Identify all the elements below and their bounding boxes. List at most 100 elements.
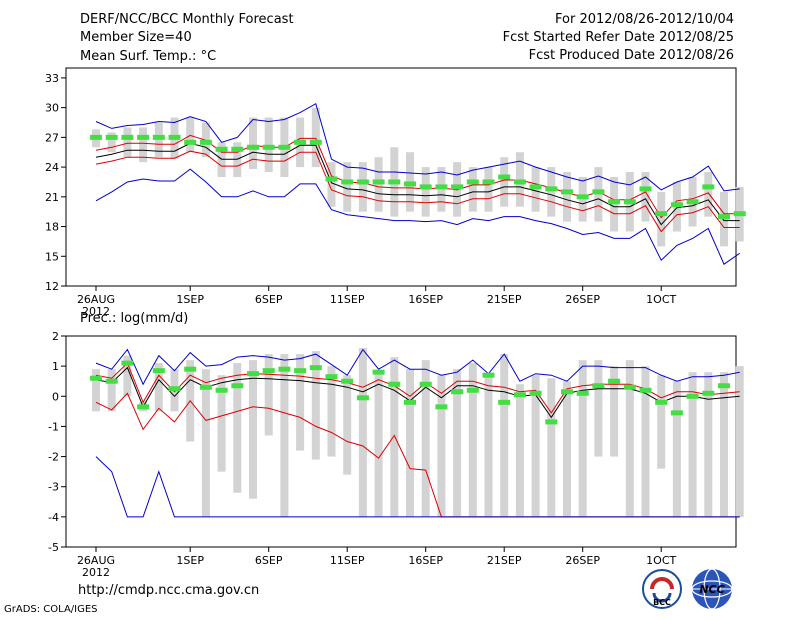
green-marker: [639, 186, 652, 192]
spread-bar: [406, 369, 414, 517]
green-marker: [466, 387, 479, 393]
x-tick-label: 6SEP: [255, 554, 283, 567]
spread-bar: [123, 127, 132, 158]
spread-bar: [594, 360, 603, 457]
spread-bar: [500, 354, 509, 517]
spread-bar: [249, 117, 257, 170]
green-marker: [419, 381, 432, 387]
mean-1-sd-line: [95, 134, 740, 219]
green-marker: [168, 386, 181, 392]
green-marker: [137, 134, 150, 140]
green-marker: [623, 384, 636, 390]
green-marker: [639, 387, 652, 393]
spread-bar: [358, 162, 367, 212]
spread-bar: [280, 354, 289, 517]
y-tick-label: 2: [52, 330, 59, 343]
spread-bar: [547, 167, 556, 217]
green-marker: [718, 383, 730, 389]
fcst-started-label: Fcst Started Refer Date 2012/08/25: [502, 30, 734, 45]
x-tick-label: 1OCT: [646, 554, 676, 567]
y-tick-label: -2: [48, 451, 59, 464]
spread-bar: [704, 172, 713, 217]
green-marker: [718, 214, 730, 220]
spread-bar: [107, 132, 116, 153]
green-marker: [686, 199, 699, 205]
x-tick-label: 11SEP: [330, 293, 365, 306]
green-marker: [325, 176, 338, 182]
green-marker: [215, 146, 228, 152]
spread-bar: [233, 363, 242, 493]
spread-bar: [311, 351, 320, 460]
green-marker: [561, 389, 573, 395]
y-tick-label: 21: [45, 191, 59, 204]
green-marker: [670, 410, 683, 416]
y-tick-label: -3: [48, 481, 59, 494]
green-marker: [152, 368, 165, 374]
spread-bar: [531, 375, 540, 517]
spread-bar: [107, 369, 116, 412]
spread-bar: [484, 167, 493, 212]
ensemble-mean-line: [95, 142, 740, 226]
green-marker: [105, 134, 118, 140]
green-marker: [388, 381, 401, 387]
green-marker: [184, 139, 197, 145]
x-tick-label: 26SEP: [565, 293, 600, 306]
ensemble-max-line: [95, 348, 740, 386]
green-marker: [199, 384, 212, 390]
green-marker: [231, 383, 244, 389]
green-marker: [545, 186, 558, 192]
green-marker: [294, 139, 307, 145]
spread-bar: [311, 107, 320, 168]
green-marker: [592, 383, 605, 389]
y-tick-label: -4: [48, 511, 59, 524]
footer-url[interactable]: http://cmdp.ncc.cma.gov.cn: [78, 583, 260, 598]
green-marker: [702, 184, 715, 190]
spread-bar: [296, 354, 305, 451]
spread-bar: [547, 378, 556, 517]
spread-bar: [500, 157, 509, 207]
spread-bar: [563, 172, 571, 222]
spread-bar: [657, 375, 666, 469]
logos: BCC NCC: [640, 567, 740, 620]
spread-bar: [657, 191, 666, 247]
spread-bar: [563, 381, 571, 517]
spread-bar: [688, 372, 697, 517]
spread-bar: [92, 369, 100, 412]
green-marker: [529, 184, 542, 190]
x-tick-label: 26AUG: [77, 293, 115, 306]
green-marker: [215, 387, 228, 393]
x-tick-label: 16SEP: [408, 293, 443, 306]
spread-bar: [735, 366, 744, 517]
spread-bar: [437, 375, 446, 517]
green-marker: [404, 399, 416, 405]
x-tick-label: 16SEP: [408, 554, 443, 567]
green-marker: [199, 139, 212, 145]
spread-bar: [641, 172, 650, 222]
green-marker: [608, 199, 621, 205]
spread-bar: [578, 360, 587, 517]
spread-bar: [358, 348, 367, 517]
spread-bar: [468, 363, 477, 517]
spread-bar: [154, 363, 163, 412]
green-marker: [262, 144, 275, 150]
spread-bar: [453, 369, 462, 517]
green-marker: [121, 360, 134, 366]
ncc-logo-text: NCC: [699, 583, 724, 596]
bcc-logo: BCC: [642, 569, 682, 609]
green-marker: [686, 393, 699, 399]
green-marker: [733, 211, 746, 217]
y-tick-label: 18: [45, 221, 59, 234]
y-tick-label: 15: [45, 250, 59, 263]
spread-bar: [672, 381, 681, 517]
ensemble-min-line: [95, 168, 740, 265]
spread-bar: [610, 366, 619, 457]
green-marker: [529, 390, 542, 396]
x-tick-sublabel: 2012: [82, 305, 110, 318]
y-tick-label: -5: [48, 541, 59, 554]
green-marker: [356, 395, 369, 401]
member-size-label: Member Size=40: [80, 30, 192, 45]
x-tick-label: 11SEP: [330, 554, 365, 567]
x-tick-label: 21SEP: [487, 293, 522, 306]
